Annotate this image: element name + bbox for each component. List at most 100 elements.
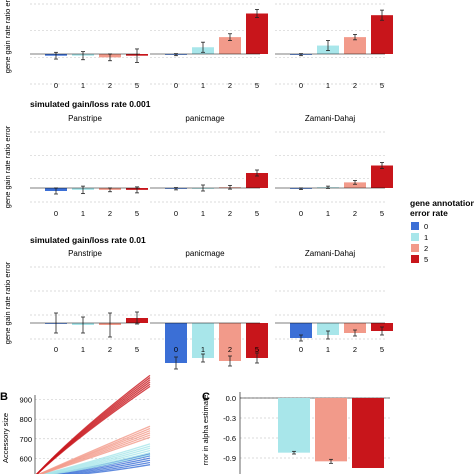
x-tick-label: 0 xyxy=(54,345,58,354)
facet-title: panicmage xyxy=(185,249,225,258)
x-tick-label: 0 xyxy=(174,209,178,218)
legend-label: 0 xyxy=(424,222,428,231)
c-y-tick-label: -0.3 xyxy=(223,414,236,423)
legend-title-line2: error rate xyxy=(410,208,448,218)
x-tick-label: 1 xyxy=(201,345,205,354)
x-tick-label: 2 xyxy=(228,345,232,354)
c-y-axis-label: rror in alpha estimate xyxy=(201,395,210,465)
bar xyxy=(219,323,241,361)
c-bar xyxy=(315,398,347,462)
b-curve xyxy=(64,461,151,474)
x-tick-label: 1 xyxy=(201,81,205,90)
bar xyxy=(371,15,393,54)
x-tick-label: 2 xyxy=(108,209,112,218)
panel-label-b: B xyxy=(0,391,8,403)
b-curve xyxy=(43,449,151,474)
c-bar xyxy=(352,398,384,468)
bar xyxy=(165,323,187,363)
y-axis-label: gene gain rate ratio error xyxy=(3,261,12,344)
x-tick-label: 1 xyxy=(326,81,330,90)
x-tick-label: 1 xyxy=(326,209,330,218)
x-tick-label: 1 xyxy=(81,345,85,354)
c-bar xyxy=(278,398,310,453)
legend-swatch xyxy=(411,222,419,230)
x-tick-label: 0 xyxy=(174,345,178,354)
b-y-tick-label: 700 xyxy=(19,435,32,444)
bar xyxy=(246,323,268,358)
facet-title: Panstripe xyxy=(68,249,102,258)
x-tick-label: 5 xyxy=(380,345,384,354)
x-tick-label: 5 xyxy=(255,345,259,354)
legend-label: 5 xyxy=(424,255,428,264)
x-tick-label: 2 xyxy=(353,81,357,90)
legend-swatch xyxy=(411,255,419,263)
legend-swatch xyxy=(411,233,419,241)
x-tick-label: 0 xyxy=(299,81,303,90)
legend-title-line1: gene annotation xyxy=(410,198,474,208)
b-curve xyxy=(45,452,151,474)
b-curve xyxy=(39,436,151,474)
x-tick-label: 2 xyxy=(228,81,232,90)
facet-title: panicmage xyxy=(185,114,225,123)
bar xyxy=(246,173,268,188)
x-tick-label: 5 xyxy=(255,209,259,218)
x-tick-label: 1 xyxy=(81,209,85,218)
bar xyxy=(192,323,214,358)
legend: gene annotation error rate 0 1 2 5 xyxy=(410,198,474,264)
bar xyxy=(371,165,393,188)
bar xyxy=(344,182,366,188)
panel-c: 0.0 -0.3 -0.6 -0.9 rror in alpha estimate xyxy=(201,392,390,474)
x-tick-label: 0 xyxy=(299,209,303,218)
facet-title: Zamani-Dahaj xyxy=(305,114,355,123)
bar xyxy=(317,323,339,335)
x-tick-label: 2 xyxy=(353,345,357,354)
legend-items: 0 1 2 5 xyxy=(411,222,428,264)
y-axis-label: gene gain rate ratio error xyxy=(3,0,12,73)
axes-layer: gene gain rate ratio error 0 1 2 5 0 1 2 5 0 1 2 5 ge… xyxy=(3,0,393,370)
x-tick-label: 5 xyxy=(255,81,259,90)
c-y-tick-label: -0.9 xyxy=(223,454,236,463)
x-tick-label: 0 xyxy=(299,345,303,354)
b-curve xyxy=(41,445,151,474)
c-y-tick-label: 0.0 xyxy=(226,394,236,403)
row-title-bottom: simulated gain/loss rate 0.01 xyxy=(30,235,146,245)
x-tick-label: 0 xyxy=(174,81,178,90)
b-curve xyxy=(57,459,151,474)
x-tick-label: 0 xyxy=(54,81,58,90)
b-curve xyxy=(47,454,151,474)
x-tick-label: 2 xyxy=(353,209,357,218)
x-tick-label: 5 xyxy=(135,81,139,90)
row-title-middle: simulated gain/loss rate 0.001 xyxy=(30,99,151,109)
b-y-tick-label: 800 xyxy=(19,415,32,424)
x-tick-label: 1 xyxy=(326,345,330,354)
b-y-tick-label: 900 xyxy=(19,396,32,405)
b-y-axis-label: Accessory size xyxy=(1,413,10,463)
bar xyxy=(246,13,268,54)
b-curve xyxy=(42,447,151,474)
x-tick-label: 5 xyxy=(135,209,139,218)
bar xyxy=(344,323,366,333)
y-axis-label: gene gain rate ratio error xyxy=(3,125,12,208)
x-tick-label: 2 xyxy=(228,209,232,218)
b-curve xyxy=(52,457,151,474)
x-tick-label: 2 xyxy=(108,81,112,90)
b-y-tick-label: 600 xyxy=(19,454,32,463)
x-tick-label: 5 xyxy=(380,81,384,90)
c-y-tick-label: -0.6 xyxy=(223,434,236,443)
x-tick-label: 5 xyxy=(135,345,139,354)
panel-label-c: C xyxy=(202,391,210,403)
facet-title: Zamani-Dahaj xyxy=(305,249,355,258)
bar xyxy=(344,37,366,54)
facet-title: Panstripe xyxy=(68,114,102,123)
legend-label: 1 xyxy=(424,233,428,242)
b-curve xyxy=(36,385,151,474)
x-tick-label: 2 xyxy=(108,345,112,354)
bar xyxy=(290,323,312,338)
legend-label: 2 xyxy=(424,244,428,253)
legend-swatch xyxy=(411,244,419,252)
x-tick-label: 1 xyxy=(201,209,205,218)
bar xyxy=(219,37,241,54)
x-tick-label: 0 xyxy=(54,209,58,218)
x-tick-label: 5 xyxy=(380,209,384,218)
